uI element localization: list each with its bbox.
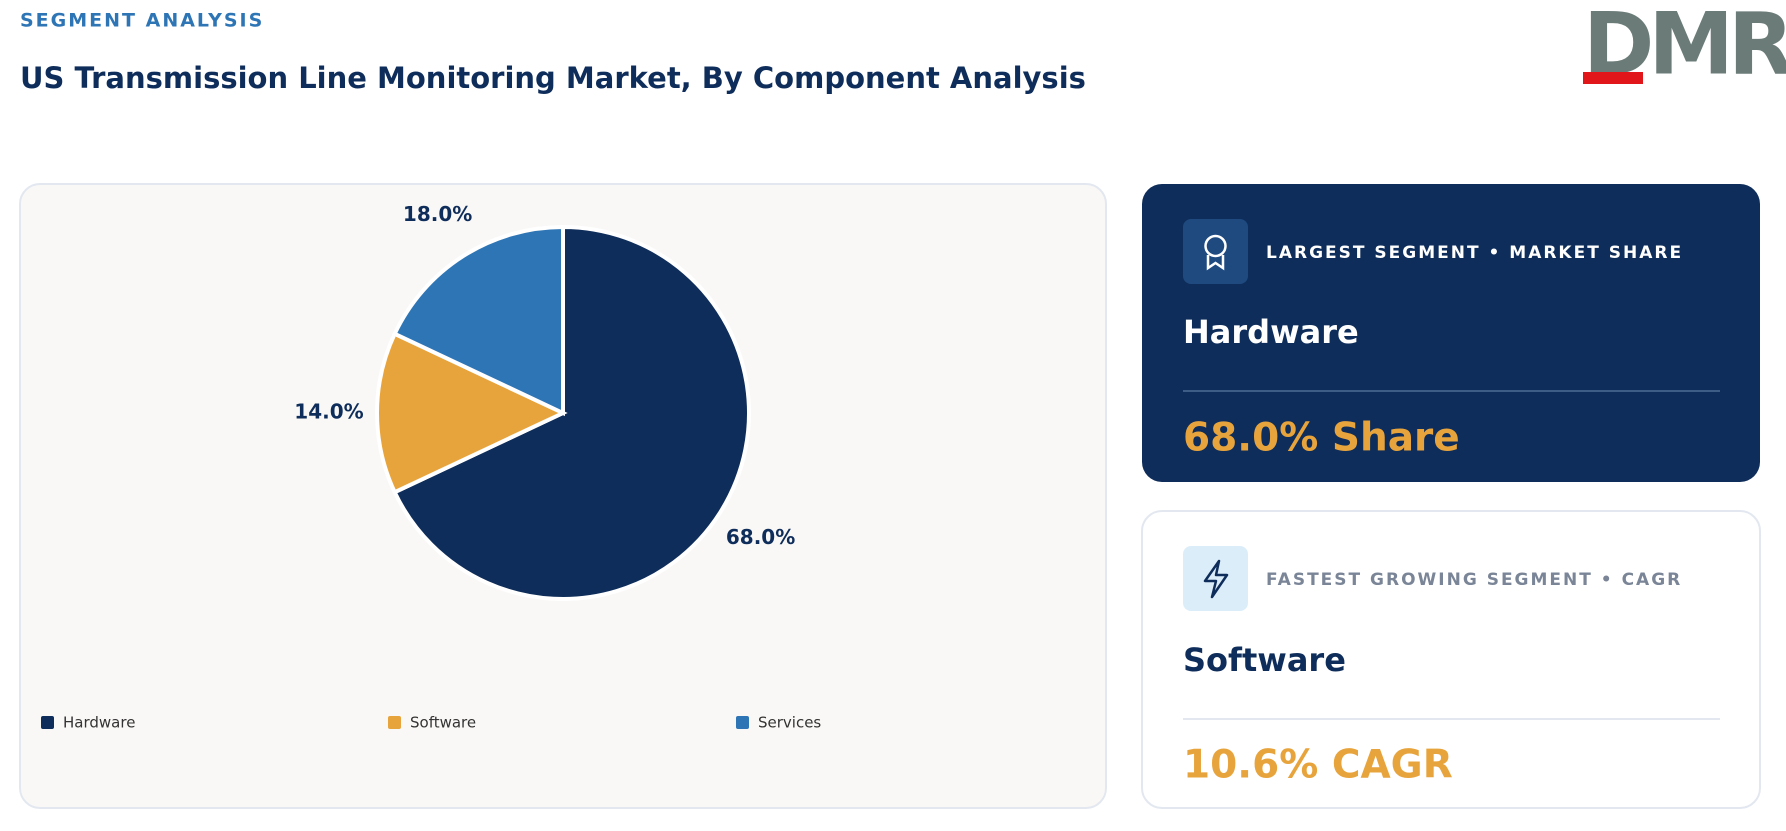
icon-award — [1204, 234, 1227, 258]
logo-accent — [1583, 72, 1643, 84]
legend-label: Software — [410, 714, 476, 732]
card-segment: Hardware — [1183, 313, 1359, 351]
legend-swatch — [41, 716, 54, 729]
data-label: 18.0% — [403, 202, 472, 226]
icon-box — [1183, 219, 1248, 284]
card-segment: Software — [1183, 641, 1346, 679]
card-metric: 10.6% CAGR — [1183, 743, 1453, 788]
legend-swatch — [388, 716, 401, 729]
card-label: FASTEST GROWING SEGMENT • CAGR — [1266, 570, 1682, 590]
page-title: US Transmission Line Monitoring Market, … — [20, 61, 1086, 95]
legend-swatch — [736, 716, 749, 729]
card-metric: 68.0% Share — [1183, 416, 1460, 461]
icon-box — [1183, 546, 1248, 611]
data-label: 14.0% — [294, 400, 363, 424]
pie-slice — [392, 224, 565, 417]
eyebrow: SEGMENT ANALYSIS — [20, 10, 264, 32]
legend-label: Hardware — [63, 714, 135, 732]
data-label: 68.0% — [726, 525, 795, 549]
pie: 68.0% 14.0% 18.0% Hardware Software Services — [41, 202, 821, 732]
card-dark — [1142, 184, 1760, 482]
legend-label: Services — [758, 714, 821, 732]
pie-slice — [375, 331, 568, 495]
icon-award-ribbon — [1206, 255, 1225, 271]
pie-slice — [392, 224, 751, 601]
card-label: LARGEST SEGMENT • MARKET SHARE — [1266, 243, 1683, 263]
icon-bolt — [1203, 559, 1229, 599]
card-light — [1141, 510, 1761, 809]
